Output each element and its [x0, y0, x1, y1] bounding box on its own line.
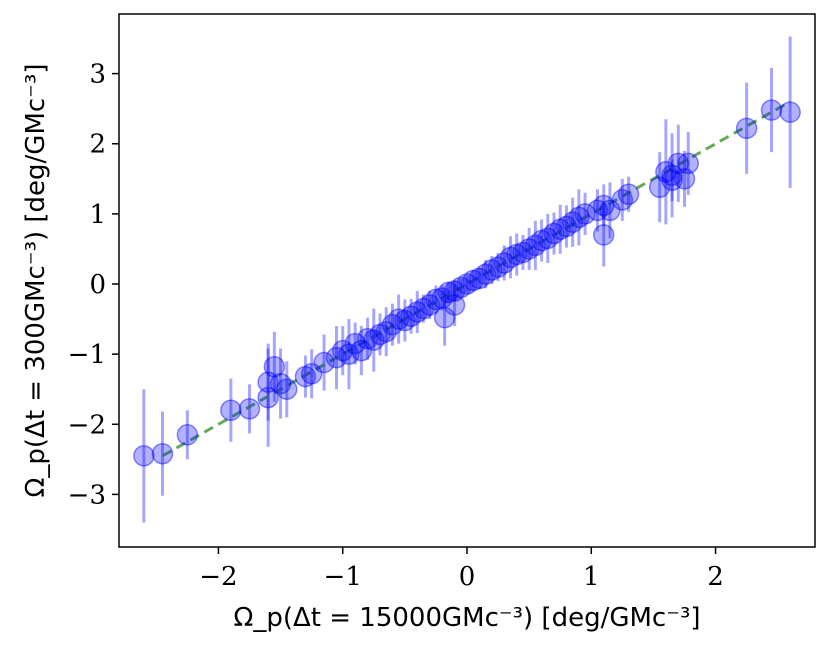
data-point-35: [450, 276, 472, 299]
data-point-3: [220, 399, 242, 421]
data-point-26: [406, 301, 429, 323]
data-point-32: [443, 294, 466, 316]
data-point-7: [263, 356, 286, 378]
data-point-19: [363, 329, 385, 351]
data-point-60: [611, 189, 634, 211]
data-point-66: [667, 152, 690, 175]
x-tick-label: 1: [583, 562, 600, 592]
data-point-49: [537, 227, 559, 250]
y-tick-label: −1: [68, 340, 106, 370]
data-point-12: [313, 351, 335, 374]
data-point-9: [276, 378, 298, 400]
data-point-45: [512, 241, 534, 264]
data-point-51: [549, 218, 571, 241]
data-point-68: [677, 152, 699, 175]
x-axis-label: Ω_p(Δt = 15000GMc⁻³) [deg/GMc⁻³]: [233, 603, 700, 633]
x-tick-label: −2: [199, 562, 237, 592]
data-point-13: [325, 346, 348, 369]
data-point-43: [499, 246, 522, 269]
x-axis: −2 −1 0 1 2: [199, 547, 724, 592]
data-point-42: [493, 252, 516, 274]
data-point-20: [369, 323, 391, 346]
data-point-27: [412, 297, 435, 320]
data-point-41: [487, 256, 509, 278]
y-axis-label: Ω_p(Δt = 300GMc⁻³) [deg/GMc⁻³]: [21, 64, 51, 498]
data-point-69: [735, 117, 758, 140]
data-point-2: [176, 424, 199, 446]
data-point-11: [300, 363, 323, 385]
data-point-25: [400, 305, 422, 328]
data-point-53: [561, 211, 584, 234]
data-point-15: [338, 343, 360, 365]
y-tick-label: 0: [89, 270, 106, 300]
x-tick-label: −1: [324, 562, 362, 592]
data-point-34: [443, 280, 466, 302]
data-point-14: [331, 339, 354, 362]
x-tick-label: 0: [459, 562, 476, 592]
data-point-6: [257, 386, 279, 409]
data-point-30: [431, 287, 453, 309]
data-point-28: [418, 294, 441, 316]
data-point-38: [468, 267, 491, 290]
data-point-4: [238, 398, 261, 420]
data-point-67: [673, 168, 696, 190]
data-point-64: [661, 164, 683, 187]
data-point-54: [568, 206, 590, 229]
data-point-48: [530, 229, 553, 252]
data-point-18: [356, 327, 379, 350]
y-tick-label: 3: [89, 60, 106, 90]
data-point-39: [474, 263, 497, 285]
data-point-50: [543, 222, 565, 245]
data-point-63: [655, 161, 677, 183]
data-point-71: [779, 101, 801, 123]
data-point-40: [481, 259, 503, 281]
data-point-5: [257, 371, 279, 393]
data-point-70: [760, 99, 783, 121]
data-point-47: [524, 234, 547, 257]
reference-line: [161, 100, 791, 458]
data-points: [133, 99, 801, 467]
data-point-56: [586, 199, 609, 222]
data-point-24: [394, 309, 416, 332]
data-point-44: [505, 243, 528, 266]
data-point-37: [462, 269, 484, 292]
y-tick-label: 1: [89, 200, 106, 230]
data-point-57: [592, 194, 615, 217]
data-point-65: [661, 169, 683, 191]
data-point-61: [617, 183, 640, 205]
data-point-62: [648, 176, 671, 198]
data-point-23: [387, 308, 410, 330]
data-point-31: [433, 306, 456, 329]
data-point-55: [574, 203, 596, 225]
data-point-59: [599, 199, 621, 222]
x-tick-label: 2: [707, 562, 724, 592]
y-tick-label: −3: [68, 480, 106, 510]
data-point-1: [151, 442, 174, 465]
data-point-29: [425, 288, 447, 311]
y-axis: −3 −2 −1 0 1 2 3: [68, 60, 119, 510]
data-point-16: [344, 332, 366, 355]
data-point-10: [294, 365, 317, 388]
data-point-17: [350, 339, 373, 362]
data-point-0: [133, 445, 155, 467]
data-point-36: [456, 273, 478, 295]
data-point-52: [555, 215, 578, 238]
data-point-46: [518, 238, 540, 260]
y-tick-label: −2: [68, 410, 106, 440]
data-point-8: [269, 372, 292, 395]
data-point-58: [592, 224, 615, 246]
data-point-33: [437, 281, 460, 304]
data-point-21: [375, 320, 397, 343]
y-tick-label: 2: [89, 130, 106, 160]
data-point-22: [381, 313, 404, 336]
